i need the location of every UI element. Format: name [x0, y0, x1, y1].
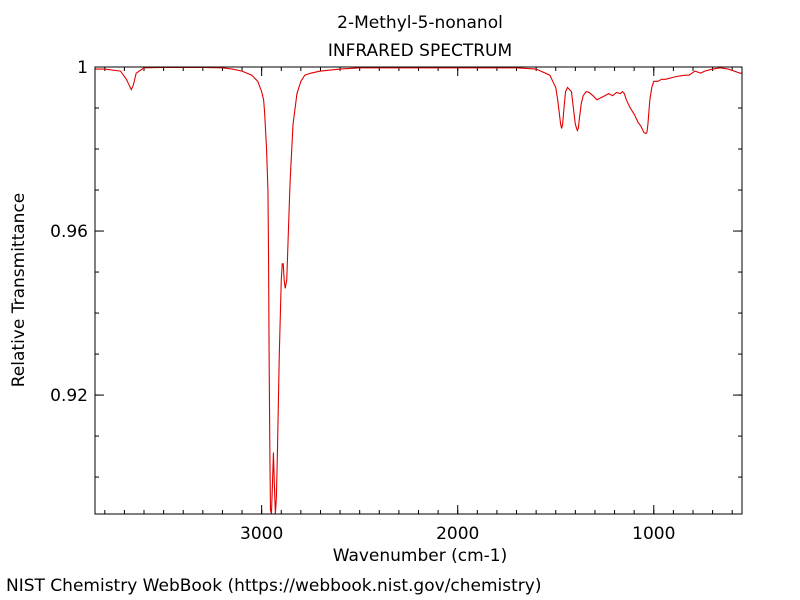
- chart-subtitle: INFRARED SPECTRUM: [328, 41, 512, 61]
- plot-frame: [94, 66, 743, 515]
- x-tick-label: 3000: [240, 524, 283, 544]
- x-axis-label: Wavenumber (cm-1): [333, 546, 508, 566]
- spectrum-line: [95, 66, 742, 515]
- tick-labels: 3000 2000 1000 1 0.96 0.92: [50, 58, 675, 544]
- x-tick-label: 1000: [632, 524, 675, 544]
- y-axis-label: Relative Transmittance: [9, 193, 29, 388]
- chart-title: 2-Methyl-5-nonanol: [337, 13, 503, 33]
- source-footer: NIST Chemistry WebBook (https://webbook.…: [6, 576, 542, 596]
- y-tick-label: 0.92: [50, 386, 88, 406]
- y-tick-label: 0.96: [50, 222, 88, 242]
- x-tick-label: 2000: [436, 524, 479, 544]
- ir-spectrum-chart: 2-Methyl-5-nonanol INFRARED SPECTRUM 300…: [9, 13, 743, 566]
- y-tick-label: 1: [77, 58, 88, 78]
- axis-ticks: [95, 66, 742, 514]
